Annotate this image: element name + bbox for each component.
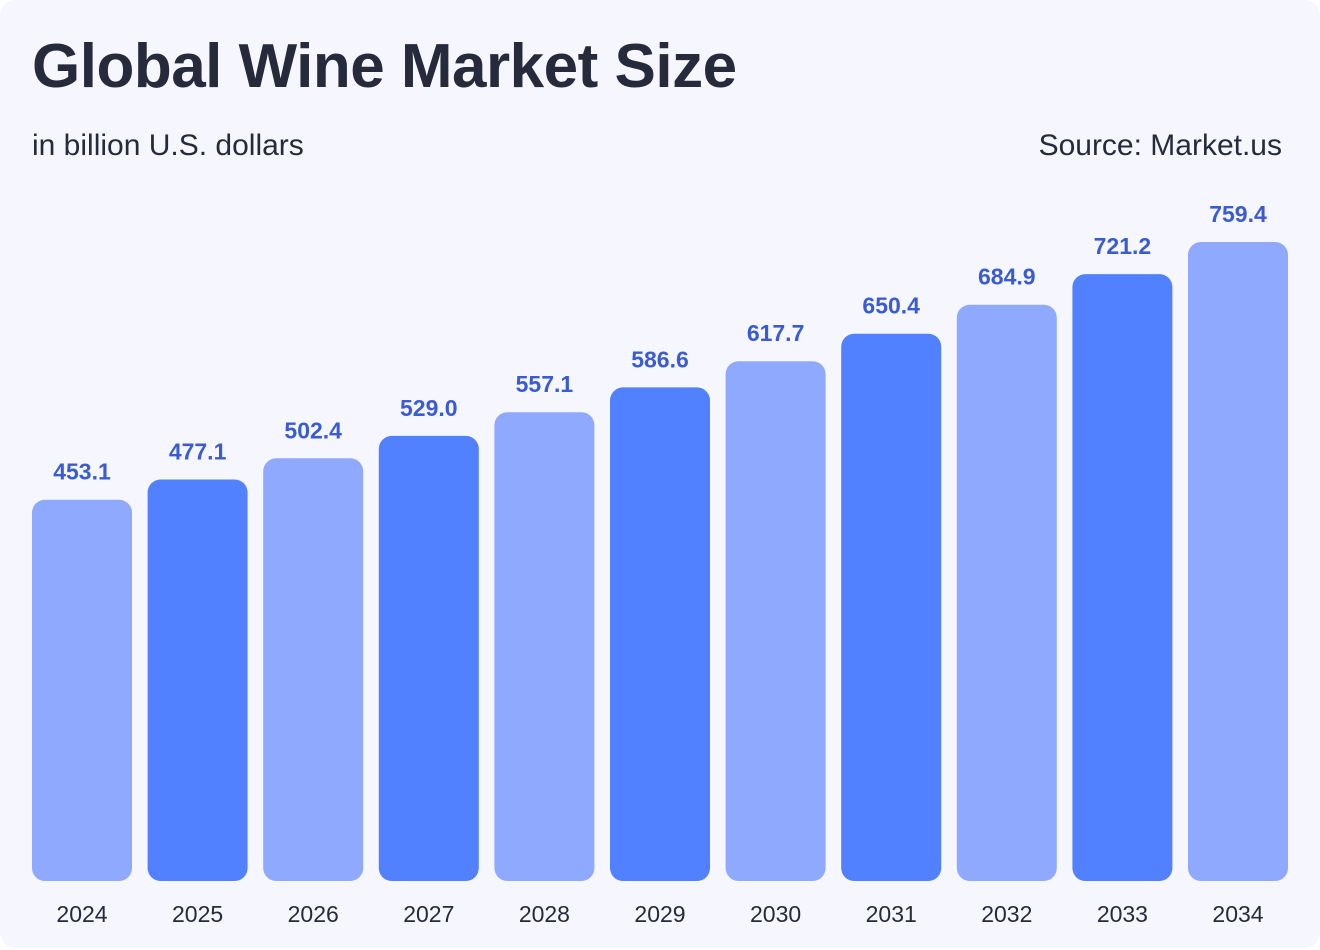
value-label-2026: 502.4 xyxy=(284,417,342,443)
bar-2030 xyxy=(725,361,826,881)
category-label-2024: 2024 xyxy=(56,901,107,927)
chart-title: Global Wine Market Size xyxy=(32,32,737,101)
category-label-2025: 2025 xyxy=(172,901,223,927)
category-label-2031: 2031 xyxy=(866,901,917,927)
value-label-2024: 453.1 xyxy=(53,459,111,485)
category-label-2029: 2029 xyxy=(634,901,685,927)
bar-2024 xyxy=(32,499,132,881)
value-label-2028: 557.1 xyxy=(516,371,574,397)
bar-2028 xyxy=(494,412,595,881)
value-label-2027: 529.0 xyxy=(400,395,458,421)
bar-2025 xyxy=(147,479,248,881)
bar-2032 xyxy=(956,304,1057,881)
bar-2033 xyxy=(1072,274,1173,882)
value-label-2025: 477.1 xyxy=(169,439,227,465)
value-label-2033: 721.2 xyxy=(1094,233,1152,259)
category-label-2027: 2027 xyxy=(403,901,454,927)
bar-2027 xyxy=(378,435,479,881)
category-label-2030: 2030 xyxy=(750,901,801,927)
bar-2026 xyxy=(263,458,364,881)
chart-subtitle: in billion U.S. dollars xyxy=(32,129,304,162)
category-label-2033: 2033 xyxy=(1097,901,1148,927)
bar-2031 xyxy=(841,333,942,881)
value-label-2032: 684.9 xyxy=(978,264,1036,290)
category-label-2032: 2032 xyxy=(981,901,1032,927)
value-label-2031: 650.4 xyxy=(862,293,920,319)
category-label-2026: 2026 xyxy=(288,901,339,927)
value-label-2034: 759.4 xyxy=(1209,201,1267,227)
value-label-2030: 617.7 xyxy=(747,320,805,346)
value-label-2029: 586.6 xyxy=(631,346,689,372)
category-label-2034: 2034 xyxy=(1212,901,1263,927)
category-label-2028: 2028 xyxy=(519,901,570,927)
bar-2034 xyxy=(1188,242,1288,881)
chart-source: Source: Market.us xyxy=(1038,129,1282,162)
bar-2029 xyxy=(610,387,710,881)
